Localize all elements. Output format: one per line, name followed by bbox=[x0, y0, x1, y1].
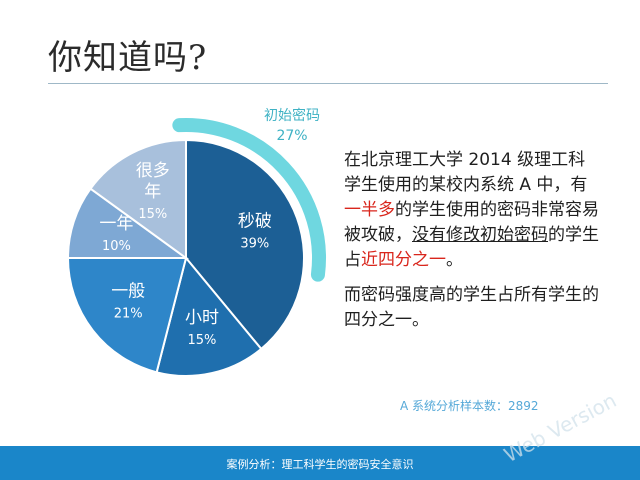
slide-title: 你知道吗? bbox=[48, 38, 208, 78]
slice-value-label: 10% bbox=[102, 239, 131, 254]
pie-slice bbox=[185, 138, 305, 351]
text-segment: 的学生占 bbox=[344, 225, 599, 270]
highlight-half: 一半多 bbox=[344, 200, 395, 220]
slice-label: 很多 bbox=[136, 161, 170, 181]
highlight-quarter: 近四分之一 bbox=[361, 250, 446, 270]
callout-value: 27% bbox=[276, 128, 308, 144]
sample-size-note: A 系统分析样本数：2892 bbox=[400, 399, 539, 413]
slice-label: 小时 bbox=[185, 308, 219, 328]
pie-slice bbox=[66, 257, 188, 374]
slice-label: 秒破 bbox=[238, 212, 272, 232]
paragraph-1: 在北京理工大学 2014 级理工科学生使用的某校内系统 A 中，有一半多的学生使… bbox=[344, 148, 602, 273]
paragraph-2: 而密码强度高的学生占所有学生的四分之一。 bbox=[344, 285, 599, 330]
pie-chart: 秒破 39% 小时 15% 一般 21% 一年 10% 很多年 15% bbox=[66, 118, 326, 377]
text-segment: 。 bbox=[446, 250, 463, 270]
slice-value-label: 15% bbox=[138, 207, 167, 222]
slice-value-label: 21% bbox=[114, 306, 143, 321]
text-segment: 的学生使用的密码非常容易被攻破， bbox=[344, 200, 599, 245]
slice-value-label: 15% bbox=[188, 333, 217, 348]
slice-label: 一年 bbox=[99, 214, 133, 234]
slice-label: 年 bbox=[144, 182, 161, 202]
pie-slice bbox=[89, 138, 187, 260]
pie-slice bbox=[66, 187, 190, 259]
callout-arc bbox=[172, 118, 326, 282]
slice-value-label: 39% bbox=[240, 237, 269, 252]
description: 在北京理工大学 2014 级理工科学生使用的某校内系统 A 中，有一半多的学生使… bbox=[344, 148, 602, 333]
text-segment: 在北京理工大学 2014 级理工科学生使用的某校内系统 A 中，有 bbox=[344, 150, 588, 195]
underlined-no-change: 没有修改初始密码 bbox=[412, 225, 548, 245]
slice-label: 一般 bbox=[111, 281, 145, 301]
pie-slice bbox=[155, 255, 263, 377]
title-divider bbox=[48, 83, 608, 84]
callout-label-box: 初始密码 27% bbox=[246, 106, 338, 146]
footer-bar: 案例分析：理工科学生的密码安全意识 bbox=[0, 446, 640, 480]
callout-label: 初始密码 bbox=[264, 108, 320, 124]
footer-text: 案例分析：理工科学生的密码安全意识 bbox=[226, 458, 414, 471]
